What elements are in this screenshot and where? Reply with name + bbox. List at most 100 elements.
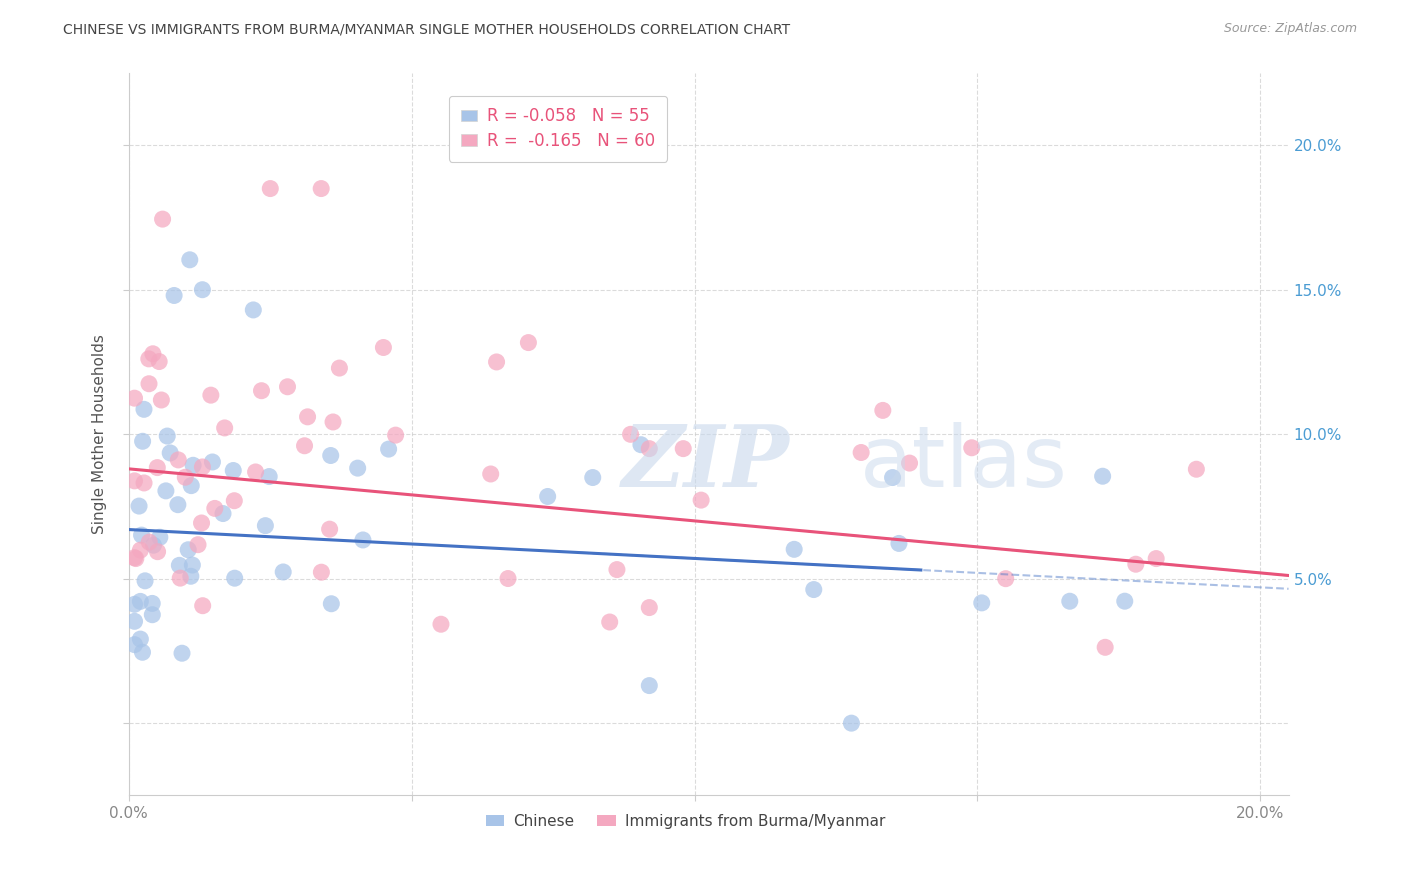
- Point: [377, 442, 399, 456]
- Point: [129, 543, 152, 558]
- Point: [129, 632, 152, 646]
- Point: [537, 490, 560, 504]
- Point: [180, 569, 202, 583]
- Point: [297, 409, 319, 424]
- Point: [517, 335, 540, 350]
- Point: [276, 380, 298, 394]
- Point: [191, 459, 214, 474]
- Point: [124, 391, 146, 405]
- Point: [142, 538, 165, 552]
- Point: [134, 574, 156, 588]
- Point: [242, 302, 264, 317]
- Point: [212, 507, 235, 521]
- Point: [180, 478, 202, 492]
- Point: [898, 456, 921, 470]
- Legend: Chinese, Immigrants from Burma/Myanmar: Chinese, Immigrants from Burma/Myanmar: [479, 807, 891, 835]
- Point: [155, 483, 177, 498]
- Point: [169, 558, 191, 573]
- Point: [181, 558, 204, 572]
- Point: [222, 463, 245, 477]
- Point: [619, 427, 641, 442]
- Point: [149, 530, 172, 544]
- Point: [1185, 462, 1208, 476]
- Point: [138, 351, 160, 366]
- Point: [346, 461, 368, 475]
- Point: [994, 572, 1017, 586]
- Point: [322, 415, 344, 429]
- Point: [328, 361, 350, 376]
- Point: [152, 212, 174, 227]
- Point: [479, 467, 502, 481]
- Text: Source: ZipAtlas.com: Source: ZipAtlas.com: [1223, 22, 1357, 36]
- Point: [373, 341, 395, 355]
- Point: [167, 498, 190, 512]
- Point: [174, 470, 197, 484]
- Point: [970, 596, 993, 610]
- Point: [138, 376, 160, 391]
- Point: [638, 442, 661, 456]
- Point: [132, 402, 155, 417]
- Point: [142, 347, 165, 361]
- Point: [177, 542, 200, 557]
- Point: [271, 565, 294, 579]
- Point: [148, 354, 170, 368]
- Point: [606, 563, 628, 577]
- Point: [257, 469, 280, 483]
- Point: [141, 607, 163, 622]
- Point: [882, 470, 904, 484]
- Point: [1091, 469, 1114, 483]
- Point: [1094, 640, 1116, 655]
- Point: [690, 493, 713, 508]
- Point: [582, 470, 605, 484]
- Point: [294, 439, 316, 453]
- Point: [132, 475, 155, 490]
- Point: [224, 493, 246, 508]
- Point: [599, 615, 621, 629]
- Point: [200, 388, 222, 402]
- Point: [124, 638, 146, 652]
- Point: [167, 453, 190, 467]
- Point: [187, 538, 209, 552]
- Point: [960, 441, 983, 455]
- Point: [163, 288, 186, 302]
- Point: [872, 403, 894, 417]
- Point: [128, 499, 150, 513]
- Point: [138, 535, 160, 549]
- Point: [1114, 594, 1136, 608]
- Point: [146, 544, 169, 558]
- Point: [849, 445, 872, 459]
- Point: [156, 429, 179, 443]
- Point: [190, 516, 212, 530]
- Point: [150, 392, 173, 407]
- Point: [245, 465, 267, 479]
- Point: [124, 615, 146, 629]
- Point: [630, 438, 652, 452]
- Point: [1144, 551, 1167, 566]
- Point: [254, 518, 277, 533]
- Point: [224, 571, 246, 585]
- Point: [672, 442, 695, 456]
- Point: [191, 599, 214, 613]
- Point: [1059, 594, 1081, 608]
- Point: [783, 542, 806, 557]
- Point: [311, 565, 333, 579]
- Point: [201, 455, 224, 469]
- Point: [124, 550, 146, 565]
- Point: [309, 181, 332, 195]
- Point: [141, 596, 163, 610]
- Point: [485, 355, 508, 369]
- Point: [1125, 558, 1147, 572]
- Text: ZIP: ZIP: [621, 421, 790, 505]
- Point: [638, 679, 661, 693]
- Point: [131, 434, 153, 449]
- Text: CHINESE VS IMMIGRANTS FROM BURMA/MYANMAR SINGLE MOTHER HOUSEHOLDS CORRELATION CH: CHINESE VS IMMIGRANTS FROM BURMA/MYANMAR…: [63, 22, 790, 37]
- Y-axis label: Single Mother Households: Single Mother Households: [93, 334, 107, 534]
- Point: [146, 460, 169, 475]
- Point: [250, 384, 273, 398]
- Point: [352, 533, 374, 547]
- Point: [496, 572, 519, 586]
- Point: [125, 551, 148, 566]
- Point: [191, 283, 214, 297]
- Point: [318, 522, 340, 536]
- Point: [887, 536, 910, 550]
